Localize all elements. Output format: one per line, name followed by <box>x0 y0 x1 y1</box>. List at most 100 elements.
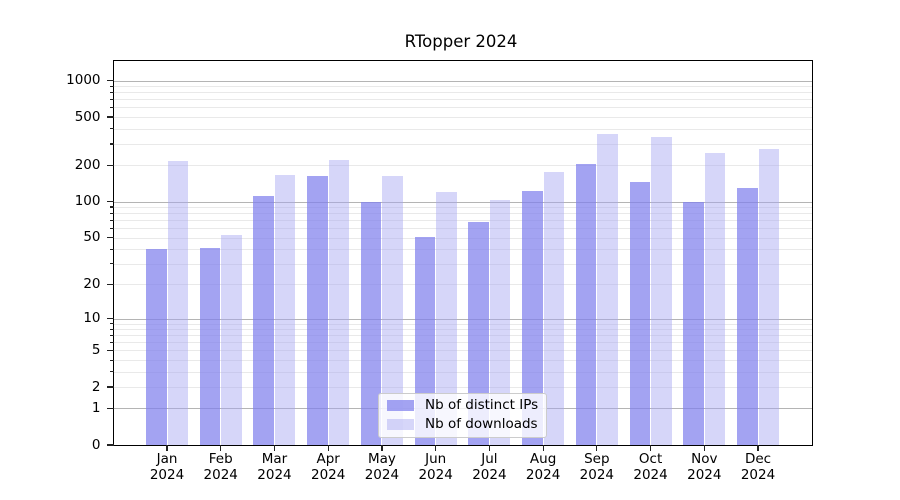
y-tick-mark <box>106 283 114 285</box>
y-tick-label: 500 <box>74 108 101 125</box>
legend-item-downloads: Nb of downloads <box>387 417 538 432</box>
y-minor-tick-mark <box>109 85 114 87</box>
bar-distinct-ips-oct <box>629 181 651 445</box>
y-minor-gridline <box>113 107 812 109</box>
y-minor-gridline <box>113 117 812 119</box>
bar-downloads-sep <box>597 133 618 445</box>
x-tick-year: 2024 <box>579 466 614 483</box>
y-minor-tick-mark <box>109 143 114 145</box>
y-tick-mark <box>106 164 114 166</box>
x-tick-year: 2024 <box>633 466 668 483</box>
plot-area: 1000 500 200 100 50 20 10 5 2 1 0 Jan 2024 Feb 2024 Mar… <box>66 60 813 482</box>
legend-swatch-downloads <box>387 419 414 430</box>
y-minor-gridline <box>113 350 812 352</box>
y-minor-gridline <box>113 249 812 251</box>
x-tick-year: 2024 <box>687 466 722 483</box>
x-tick-year: 2024 <box>740 466 776 483</box>
x-tick-mark <box>273 445 276 451</box>
x-tick-month: Sep <box>584 451 610 467</box>
x-tick-year: 2024 <box>525 466 561 483</box>
y-tick-label: 50 <box>83 229 101 246</box>
x-tick-mark <box>488 445 490 451</box>
y-minor-tick-mark <box>109 227 114 229</box>
x-tick-month: Dec <box>744 451 772 467</box>
x-tick-mark <box>703 445 705 451</box>
bar-downloads-jul <box>489 200 511 445</box>
y-minor-tick-mark <box>109 263 114 265</box>
legend-label-distinct-ips: Nb of distinct IPs <box>425 397 539 413</box>
x-tick-year: 2024 <box>149 466 185 483</box>
x-tick-label-nov: Nov 2024 <box>672 451 736 483</box>
x-tick-label-sep: Sep 2024 <box>565 451 629 483</box>
y-tick-mark <box>106 444 114 446</box>
bar-distinct-ips-jul <box>468 221 489 445</box>
x-tick-label-jan: Jan 2024 <box>135 451 199 483</box>
x-tick-mark <box>435 445 437 451</box>
x-tick-label-feb: Feb 2024 <box>189 451 253 483</box>
x-tick-month: Jul <box>481 451 498 467</box>
x-tick-mark <box>596 445 598 451</box>
bar-distinct-ips-sep <box>575 164 597 445</box>
y-minor-gridline <box>113 228 812 230</box>
bar-downloads-may <box>382 176 403 445</box>
y-minor-tick-mark <box>109 322 114 325</box>
y-minor-tick-mark <box>109 248 114 250</box>
x-tick-year: 2024 <box>418 466 453 483</box>
bar-downloads-nov <box>704 152 726 445</box>
bar-distinct-ips-feb <box>199 247 221 445</box>
y-minor-gridline <box>113 335 812 337</box>
x-tick-label-dec: Dec 2024 <box>726 451 790 483</box>
bar-downloads-jan <box>167 160 188 445</box>
x-tick-year: 2024 <box>311 466 346 483</box>
y-minor-gridline <box>113 360 812 362</box>
x-tick-year: 2024 <box>257 466 292 483</box>
bar-downloads-apr <box>328 160 350 445</box>
bar-distinct-ips-mar <box>253 196 274 445</box>
x-tick-label-mar: Mar 2024 <box>242 451 306 483</box>
y-tick-label: 5 <box>91 341 101 358</box>
x-tick-month: Oct <box>638 451 663 467</box>
x-tick-month: Nov <box>691 451 718 467</box>
bar-downloads-mar <box>274 175 296 445</box>
x-tick-year: 2024 <box>203 466 238 483</box>
bar-downloads-oct <box>651 137 672 445</box>
x-tick-label-oct: Oct 2024 <box>619 451 683 483</box>
legend-item-distinct-ips: Nb of distinct IPs <box>387 398 538 413</box>
x-tick-mark <box>649 445 652 451</box>
y-minor-gridline <box>113 86 812 88</box>
y-minor-tick-mark <box>109 212 114 214</box>
x-tick-month: May <box>367 451 396 467</box>
y-tick-label: 1000 <box>66 72 101 89</box>
y-minor-gridline <box>113 342 812 344</box>
x-tick-mark <box>220 445 222 451</box>
x-tick-mark <box>166 445 168 451</box>
bar-distinct-ips-apr <box>307 176 328 445</box>
y-major-gridline <box>113 318 812 320</box>
bar-downloads-jun <box>436 192 457 445</box>
x-tick-month: Apr <box>316 451 340 467</box>
y-tick-mark <box>106 407 114 410</box>
y-tick-mark <box>106 237 114 239</box>
y-tick-label: 0 <box>91 436 101 453</box>
y-tick-label: 200 <box>74 156 101 173</box>
bar-distinct-ips-may <box>360 201 382 445</box>
x-tick-month: Jun <box>425 451 447 467</box>
x-tick-label-may: May 2024 <box>350 451 414 483</box>
y-tick-label: 10 <box>83 310 101 327</box>
x-tick-label-aug: Aug 2024 <box>511 451 575 483</box>
y-minor-tick-mark <box>109 91 114 93</box>
x-tick-mark <box>327 445 329 451</box>
x-tick-month: Aug <box>529 451 557 467</box>
x-tick-mark <box>542 445 544 451</box>
y-tick-mark <box>106 79 114 82</box>
y-minor-gridline <box>113 329 812 331</box>
y-major-gridline <box>113 80 812 82</box>
x-tick-year: 2024 <box>472 466 507 483</box>
x-tick-mark <box>381 445 383 451</box>
y-minor-tick-mark <box>109 128 114 130</box>
chart-title: RTopper 2024 <box>404 32 518 51</box>
y-minor-gridline <box>113 99 812 101</box>
y-minor-gridline <box>113 284 812 286</box>
y-minor-tick-mark <box>109 106 114 109</box>
